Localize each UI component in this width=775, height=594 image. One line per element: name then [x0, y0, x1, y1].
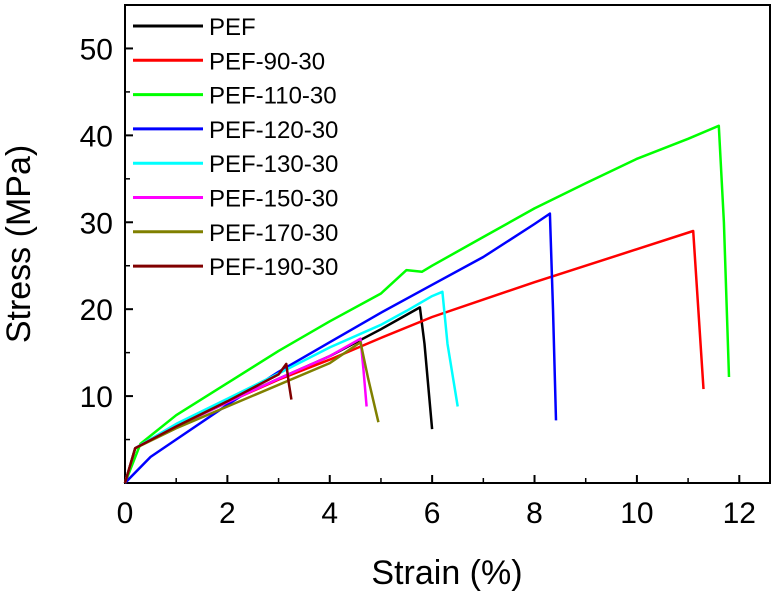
x-tick-label: 2: [219, 497, 236, 530]
y-tick-label: 20: [80, 294, 113, 327]
series-line: [123, 124, 731, 484]
series-line: [123, 306, 434, 484]
legend-label: PEF: [209, 14, 256, 41]
y-axis-title: Stress (MPa): [0, 145, 38, 343]
x-tick-label: 4: [321, 497, 338, 530]
x-tick-label: 8: [526, 497, 543, 530]
series-lines: [123, 124, 731, 484]
x-tick-label: 10: [620, 497, 653, 530]
legend-label: PEF-120-30: [209, 117, 338, 144]
x-tick-label: 6: [424, 497, 441, 530]
legend-label: PEF-130-30: [209, 151, 338, 178]
x-tick-label: 12: [723, 497, 756, 530]
legend-label: PEF-190-30: [209, 254, 338, 281]
x-tick-label: 0: [117, 497, 134, 530]
legend-label: PEF-90-30: [209, 48, 325, 75]
legend-label: PEF-150-30: [209, 186, 338, 213]
y-tick-label: 10: [80, 381, 113, 414]
series-line: [123, 362, 293, 484]
axis-ticks: 0 2 4 6 8 10 12 10 20 30 40 50: [80, 33, 756, 530]
y-tick-label: 50: [80, 33, 113, 66]
plot-frame: [124, 4, 771, 484]
series-line: [124, 212, 558, 484]
x-axis-title: Strain (%): [371, 554, 522, 592]
legend-label: PEF-110-30: [209, 83, 337, 110]
series-line: [123, 290, 459, 484]
y-tick-label: 30: [80, 207, 113, 240]
legend: PEF PEF-90-30 PEF-110-30 PEF-120-30 PEF-130-…: [133, 14, 338, 281]
y-tick-label: 40: [80, 120, 113, 153]
legend-label: PEF-170-30: [209, 220, 338, 247]
series-line: [123, 340, 380, 484]
